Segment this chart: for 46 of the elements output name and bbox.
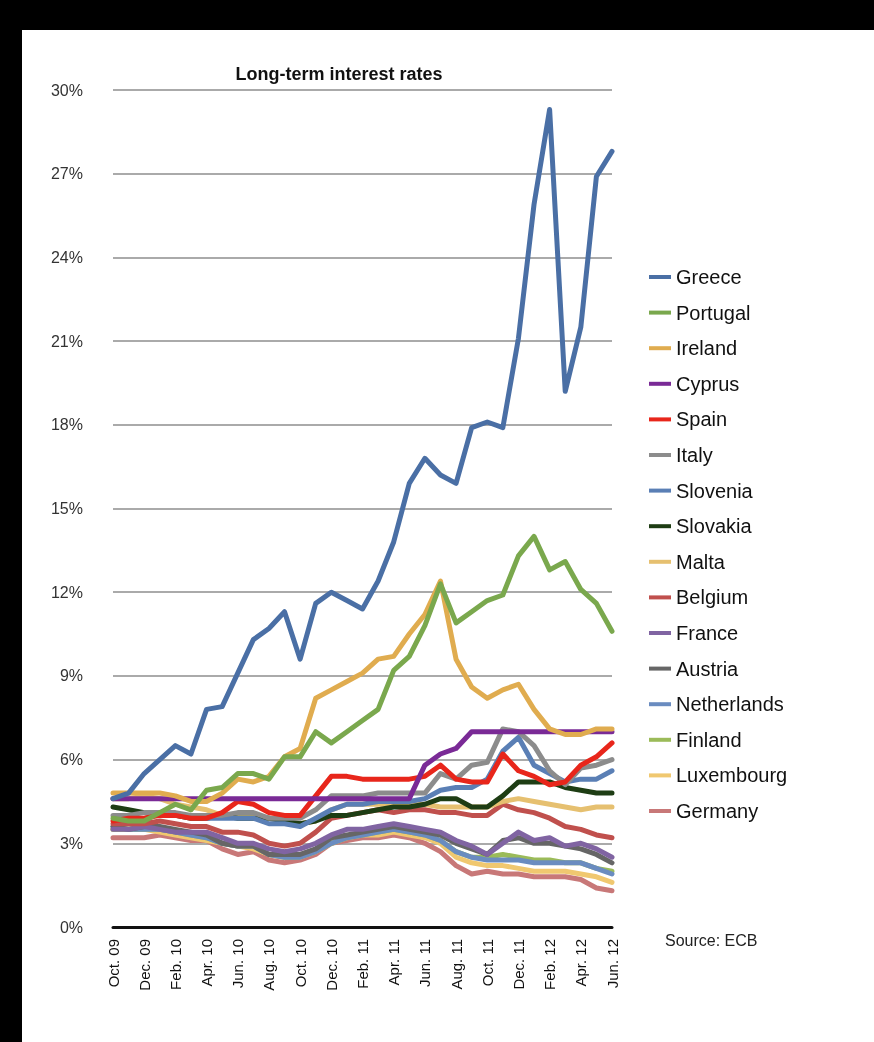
legend-label: Slovakia (676, 515, 753, 538)
x-tick-label: Feb. 11 (354, 939, 371, 989)
x-tick-label: Oct. 09 (104, 939, 122, 988)
x-tick-label: Dec. 10 (322, 939, 340, 991)
y-tick-label: 0% (59, 918, 83, 936)
y-tick-label: 6% (59, 751, 83, 769)
x-tick-label: Dec. 11 (509, 939, 527, 990)
y-tick-label: 27% (50, 165, 83, 183)
x-tick-label: Apr. 12 (572, 939, 590, 987)
y-tick-label: 12% (50, 583, 83, 601)
x-tick-label: Oct. 10 (291, 939, 309, 988)
legend-label: Austria (676, 657, 740, 680)
legend-label: Slovenia (676, 479, 754, 502)
legend-label: Luxembourg (676, 764, 788, 787)
legend-label: Ireland (676, 337, 738, 360)
x-tick-label: Jun. 10 (229, 939, 247, 989)
x-tick-label: Dec. 09 (135, 939, 153, 991)
y-tick-label: 30% (50, 81, 83, 99)
legend-label: Germany (676, 800, 759, 822)
y-tick-label: 18% (50, 416, 83, 434)
legend-label: France (676, 622, 739, 644)
x-tick-label: Jun. 11 (416, 939, 434, 988)
x-tick-label: Aug. 11 (447, 939, 465, 990)
x-tick-label: Aug. 10 (260, 939, 278, 991)
y-tick-label: 24% (50, 248, 83, 266)
y-tick-label: 3% (59, 834, 83, 852)
legend-label: Belgium (676, 586, 749, 609)
x-tick-label: Oct. 11 (478, 939, 496, 987)
legend-label: Spain (676, 408, 728, 431)
x-tick-label: Apr. 11 (385, 939, 403, 986)
legend-label: Netherlands (676, 693, 784, 716)
legend-label: Greece (676, 266, 742, 288)
legend-label: Malta (676, 550, 726, 573)
x-tick-label: Feb. 12 (541, 939, 559, 990)
source-note: Source: ECB (665, 931, 758, 949)
legend-label: Cyprus (676, 372, 740, 395)
y-tick-label: 21% (50, 332, 83, 350)
x-tick-label: Apr. 10 (198, 939, 216, 987)
y-tick-label: 15% (50, 500, 83, 517)
x-tick-label: Feb. 10 (166, 939, 184, 990)
y-tick-label: 9% (59, 667, 83, 685)
legend-label: Italy (676, 444, 713, 466)
legend-label: Portugal (676, 301, 751, 324)
chart-title: Long-term interest rates (235, 64, 443, 84)
legend-label: Finland (676, 728, 742, 751)
x-tick-label: Jun. 12 (603, 939, 621, 989)
